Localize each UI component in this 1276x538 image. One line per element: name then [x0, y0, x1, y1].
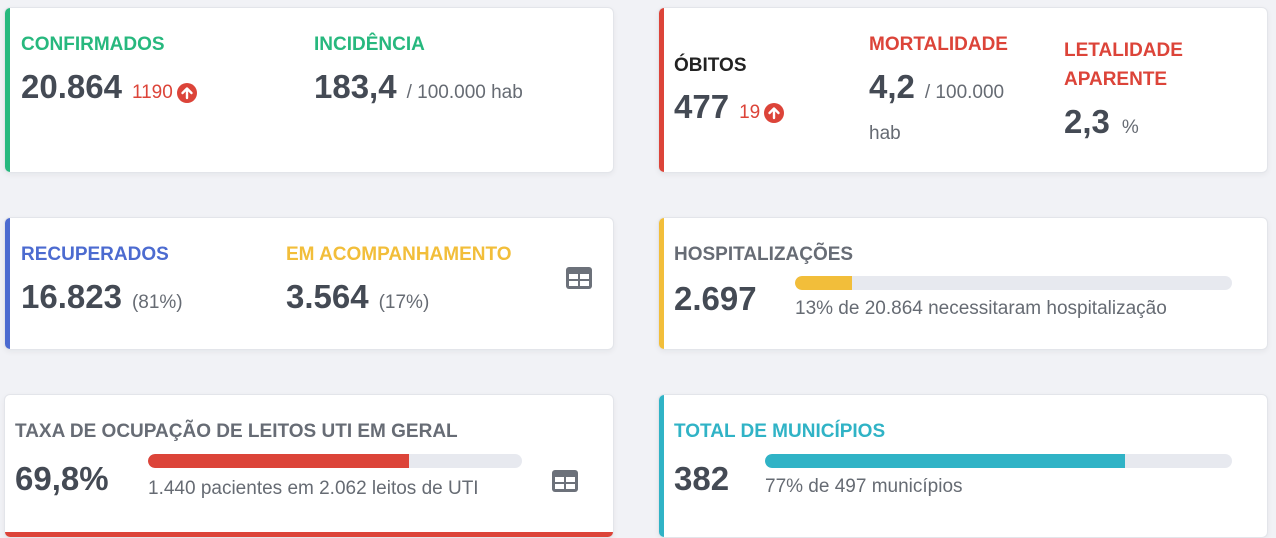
confirmados-value: 20.864 [21, 68, 122, 105]
obitos-label: ÓBITOS [674, 55, 747, 76]
letalidade-label-line2: APARENTE [1064, 69, 1168, 90]
acompanhamento-row: 3.564 (17%) [286, 278, 429, 316]
acompanhamento-value: 3.564 [286, 278, 369, 315]
arrow-up-circle-icon [176, 83, 197, 103]
mortalidade-label: MORTALIDADE [869, 34, 1008, 55]
card-accent [5, 532, 613, 537]
uti-label: TAXA DE OCUPAÇÃO DE LEITOS UTI EM GERAL [15, 421, 458, 442]
uti-card: TAXA DE OCUPAÇÃO DE LEITOS UTI EM GERAL … [4, 394, 614, 538]
recuperados-row: 16.823 (81%) [21, 278, 183, 316]
uti-progress [148, 454, 522, 468]
municipios-value: 382 [674, 460, 730, 497]
municipios-caption: 77% de 497 municípios [765, 476, 963, 497]
card-accent [5, 8, 10, 172]
letalidade-label-line1: LETALIDADE [1064, 40, 1183, 61]
letalidade-row: 2,3 % [1064, 103, 1139, 141]
incidencia-row: 183,4 / 100.000 hab [314, 68, 523, 106]
mortalidade-unit: / 100.000 [924, 82, 1005, 103]
letalidade-unit: % [1121, 117, 1139, 138]
confirmados-delta-value: 1190 [131, 82, 173, 103]
municipios-label: TOTAL DE MUNICÍPIOS [674, 421, 886, 442]
recuperados-label: RECUPERADOS [21, 244, 169, 265]
table-icon[interactable] [551, 469, 579, 493]
obitos-row: 477 19 [674, 88, 785, 126]
hospitalizacoes-label: HOSPITALIZAÇÕES [674, 244, 854, 265]
municipios-progress [765, 454, 1232, 468]
confirmados-row: 20.864 1190 [21, 68, 197, 106]
incidencia-unit: / 100.000 hab [406, 82, 523, 103]
confirmados-card: CONFIRMADOS 20.864 1190 INCIDÊNCIA 183,4… [4, 7, 614, 173]
obitos-delta: 19 [739, 102, 785, 124]
hospitalizacoes-progress [795, 276, 1232, 290]
arrow-up-circle-icon [764, 103, 785, 123]
hospitalizacoes-progress-fill [795, 276, 852, 290]
card-accent [5, 218, 10, 349]
mortalidade-value: 4,2 [869, 68, 915, 105]
letalidade-value: 2,3 [1064, 103, 1110, 140]
obitos-delta-value: 19 [739, 102, 761, 123]
hospitalizacoes-value: 2.697 [674, 280, 757, 317]
confirmados-label: CONFIRMADOS [21, 34, 165, 55]
municipios-progress-fill [765, 454, 1125, 468]
uti-value: 69,8% [15, 460, 109, 497]
recuperados-value: 16.823 [21, 278, 122, 315]
mortalidade-unit-line2: hab [869, 123, 901, 144]
incidencia-label: INCIDÊNCIA [314, 34, 425, 55]
mortalidade-row: 4,2 / 100.000 [869, 68, 1004, 106]
card-accent [659, 218, 664, 349]
incidencia-value: 183,4 [314, 68, 397, 105]
uti-progress-fill [148, 454, 410, 468]
hospitalizacoes-caption: 13% de 20.864 necessitaram hospitalizaçã… [795, 298, 1167, 319]
hospitalizacoes-card: HOSPITALIZAÇÕES 2.697 13% de 20.864 nece… [658, 217, 1268, 350]
acompanhamento-pct: (17%) [378, 292, 430, 313]
recuperados-pct: (81%) [131, 292, 183, 313]
table-icon[interactable] [565, 266, 593, 290]
municipios-card: TOTAL DE MUNICÍPIOS 382 77% de 497 munic… [658, 394, 1268, 538]
card-accent [659, 395, 664, 537]
card-accent [659, 8, 664, 172]
recuperados-card: RECUPERADOS 16.823 (81%) EM ACOMPANHAMEN… [4, 217, 614, 350]
obitos-value: 477 [674, 88, 730, 125]
obitos-card: ÓBITOS 477 19 MORTALIDADE 4,2 / 100.000 … [658, 7, 1268, 173]
confirmados-delta: 1190 [132, 82, 197, 104]
acompanhamento-label: EM ACOMPANHAMENTO [286, 244, 512, 265]
uti-caption: 1.440 pacientes em 2.062 leitos de UTI [148, 478, 479, 499]
